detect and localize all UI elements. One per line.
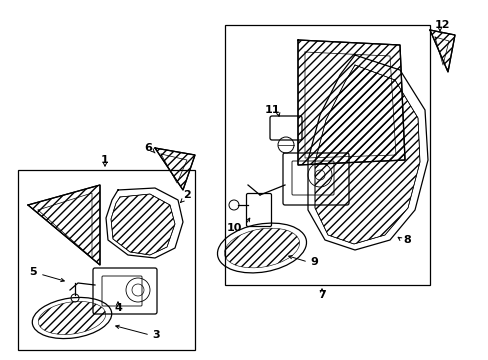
Text: 12: 12 (433, 20, 449, 30)
Text: 7: 7 (318, 290, 325, 300)
Text: 3: 3 (152, 330, 159, 340)
Text: 11: 11 (264, 105, 279, 115)
Text: 5: 5 (29, 267, 37, 277)
Text: 6: 6 (144, 143, 152, 153)
Bar (224, 25, 429, 285)
Text: 8: 8 (402, 235, 410, 245)
Text: 2: 2 (183, 190, 190, 200)
Bar (18, 170, 195, 350)
Text: 9: 9 (309, 257, 317, 267)
Text: 1: 1 (101, 155, 109, 165)
Text: 10: 10 (226, 223, 242, 233)
Text: 4: 4 (114, 303, 122, 313)
